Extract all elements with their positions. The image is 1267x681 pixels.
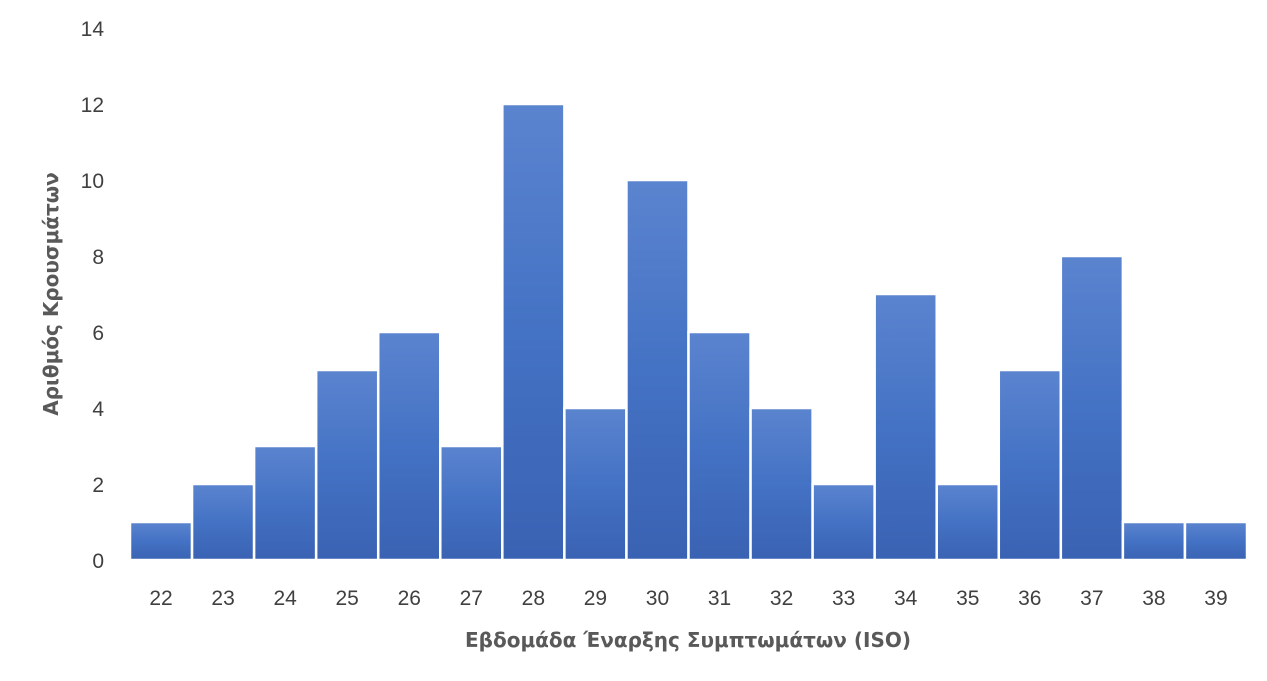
bar-week-29: [563, 406, 628, 562]
x-tick-label: 35: [956, 587, 979, 610]
x-tick-label: 28: [522, 587, 545, 610]
x-tick-label: 36: [1018, 587, 1041, 610]
x-tick-label: 37: [1080, 587, 1103, 610]
x-tick-label: 23: [211, 587, 234, 610]
bar-week-31: [687, 330, 752, 562]
x-tick-label: 30: [646, 587, 669, 610]
x-tick-label: 27: [460, 587, 483, 610]
bar-week-38: [1121, 520, 1187, 562]
bar-week-32: [749, 406, 814, 562]
y-tick-label: 8: [92, 246, 104, 269]
x-tick-label: 26: [398, 587, 421, 610]
x-tick-label: 33: [832, 587, 855, 610]
bar-week-30: [625, 178, 690, 562]
x-tick-label: 25: [336, 587, 359, 610]
y-tick-label: 2: [92, 474, 104, 497]
x-tick-label: 31: [708, 587, 731, 610]
x-axis-ticks: 22 23 24 25 26 27 28 29 30 31 32 33 34 35 36 37 38 39: [149, 587, 1227, 610]
bar-week-35: [935, 482, 1001, 562]
bar-week-33: [811, 482, 876, 562]
x-tick-label: 22: [149, 587, 172, 610]
y-axis-ticks: 0 2 4 6 8 10 12 14: [81, 18, 105, 573]
y-tick-label: 10: [81, 170, 104, 193]
y-axis-title: Αριθμός Κρουσμάτων: [39, 172, 63, 415]
x-tick-label: 32: [770, 587, 793, 610]
bars-layer: [128, 102, 1249, 562]
bar-week-34: [873, 292, 938, 562]
bar-week-27: [439, 444, 504, 562]
y-tick-label: 14: [81, 18, 105, 41]
bar-week-36: [997, 368, 1063, 562]
y-tick-label: 0: [92, 550, 104, 573]
x-tick-label: 34: [894, 587, 918, 610]
x-tick-label: 39: [1204, 587, 1227, 610]
bar-week-23: [190, 482, 256, 562]
bar-week-24: [252, 444, 318, 562]
y-tick-label: 6: [92, 322, 104, 345]
x-tick-label: 38: [1142, 587, 1165, 610]
bar-week-37: [1059, 254, 1125, 562]
x-tick-label: 24: [273, 587, 297, 610]
bar-week-26: [376, 330, 442, 562]
x-axis-title: Εβδομάδα Έναρξης Συμπτωμάτων (ISO): [465, 628, 911, 652]
bar-week-39: [1183, 520, 1249, 562]
x-tick-label: 29: [584, 587, 607, 610]
y-tick-label: 4: [92, 398, 104, 421]
bar-week-22: [128, 520, 194, 562]
bar-week-28: [501, 102, 566, 562]
bar-week-25: [314, 368, 380, 562]
y-tick-label: 12: [81, 94, 104, 117]
